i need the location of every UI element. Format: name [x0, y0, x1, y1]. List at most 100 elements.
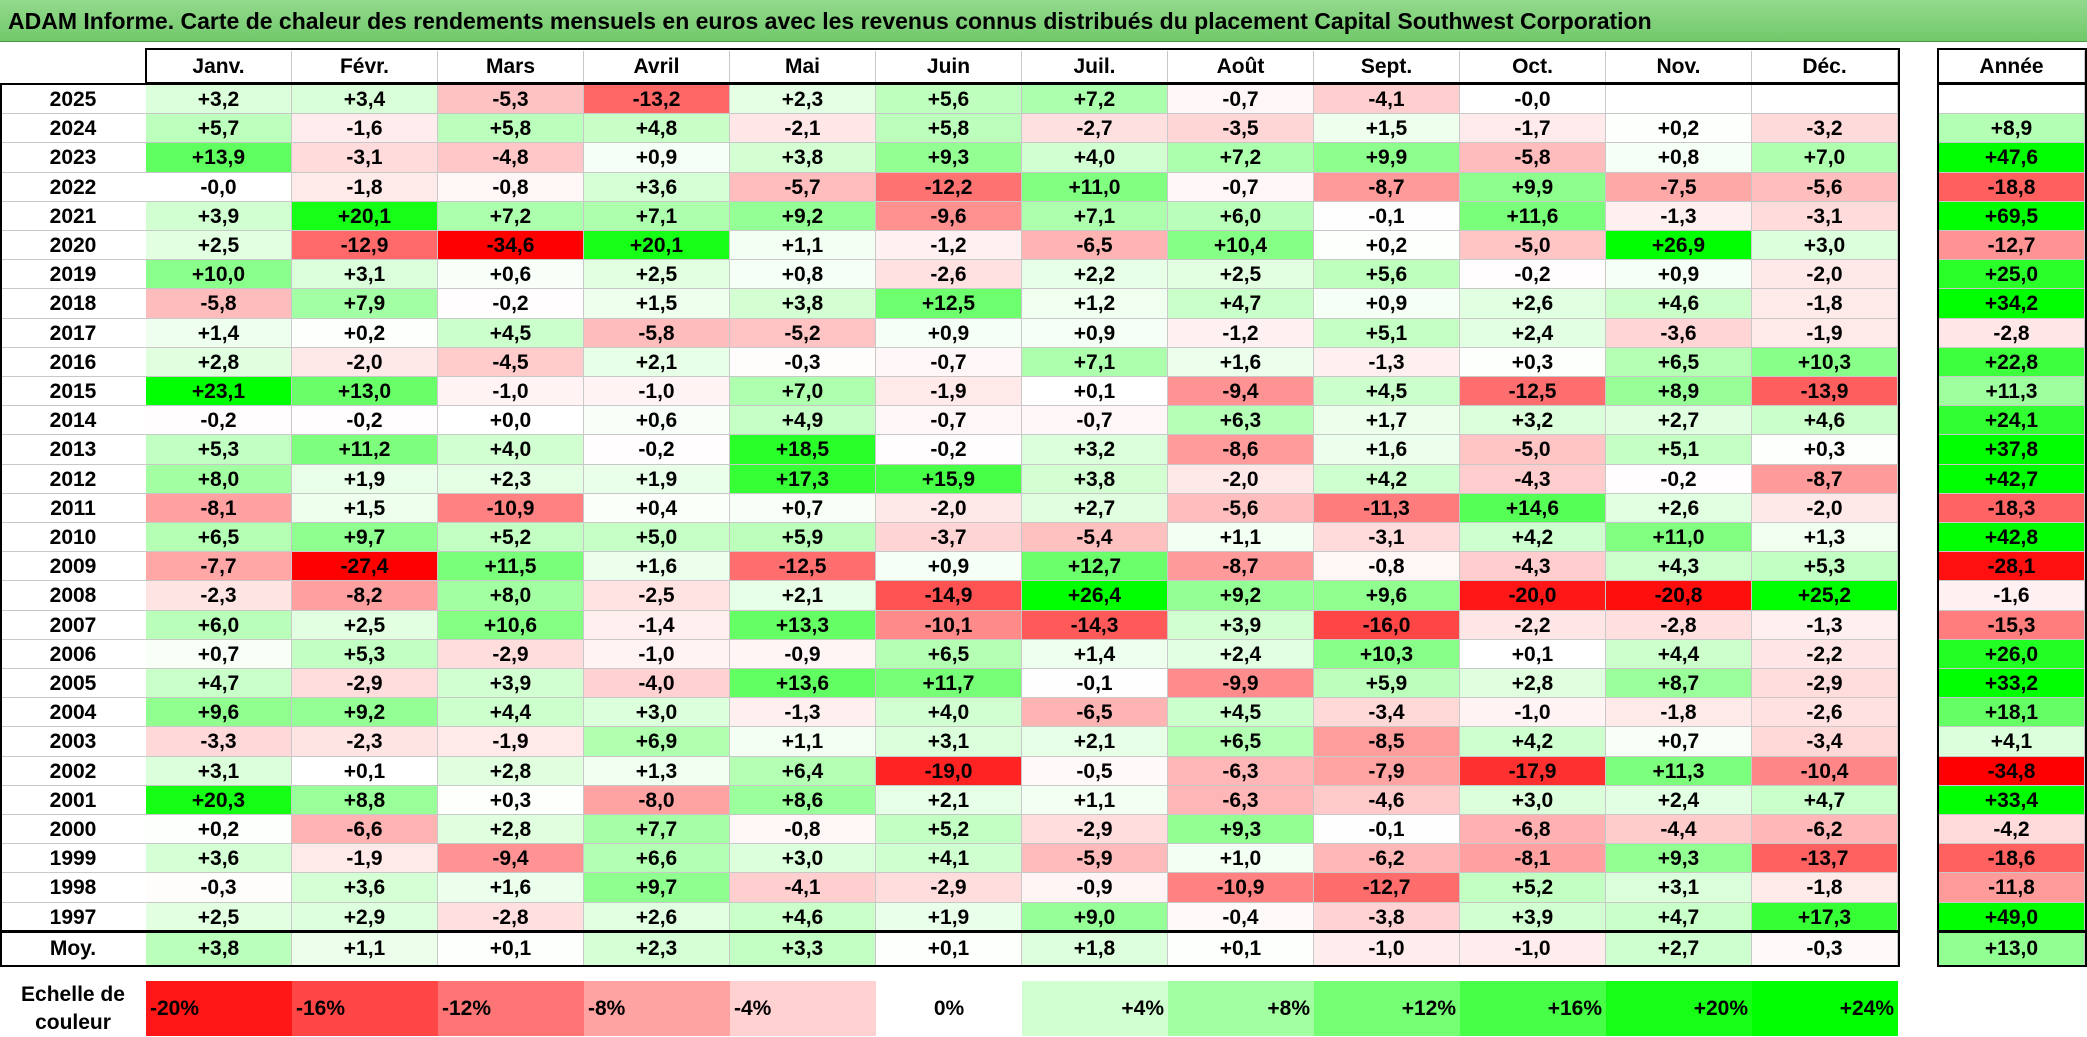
heatmap-cell: +8,6 — [730, 785, 876, 815]
heatmap-cell: -8,0 — [584, 785, 730, 815]
heatmap-cell: -5,6 — [1168, 493, 1314, 523]
column-header: Mai — [730, 51, 876, 83]
heatmap-cell: -1,7 — [1460, 114, 1606, 144]
title-bar: ADAM Informe. Carte de chaleur des rende… — [0, 0, 2087, 42]
heatmap-cell: +17,3 — [1752, 902, 1898, 932]
row-year-label: 2015 — [0, 377, 146, 407]
heatmap-cell: +4,6 — [1606, 289, 1752, 319]
heatmap-cell: +8,9 — [1606, 377, 1752, 407]
heatmap-cell: +0,9 — [1606, 260, 1752, 290]
heatmap-cell: -17,9 — [1460, 756, 1606, 786]
heatmap-cell: -6,2 — [1752, 815, 1898, 845]
row-year-label: 2010 — [0, 523, 146, 553]
heatmap-cell: -1,3 — [730, 698, 876, 728]
heatmap-cell: -0,2 — [1460, 260, 1606, 290]
heatmap-cell: +3,1 — [876, 727, 1022, 757]
heatmap-cell: +0,9 — [876, 552, 1022, 582]
annual-cell: +8,9 — [1939, 114, 2085, 144]
heatmap-cell: -0,4 — [1168, 902, 1314, 932]
page-title: ADAM Informe. Carte de chaleur des rende… — [8, 8, 1652, 34]
heatmap-cell: +1,0 — [1168, 844, 1314, 874]
heatmap-cell: +3,1 — [146, 756, 292, 786]
heatmap-cell: +4,5 — [438, 318, 584, 348]
heatmap-cell: +2,3 — [438, 464, 584, 494]
legend-swatch: +24% — [1752, 981, 1898, 1036]
heatmap-cell: +6,5 — [146, 523, 292, 553]
heatmap-cell: -2,6 — [876, 260, 1022, 290]
heatmap-cell: -0,2 — [876, 435, 1022, 465]
heatmap-cell: -6,3 — [1168, 785, 1314, 815]
heatmap-cell: -1,8 — [1752, 289, 1898, 319]
heatmap-cell: +4,4 — [1606, 639, 1752, 669]
heatmap-cell: -12,7 — [1314, 873, 1460, 903]
heatmap-cell: +1,4 — [146, 318, 292, 348]
heatmap-cell: +0,9 — [1022, 318, 1168, 348]
heatmap-cell: -0,7 — [1168, 172, 1314, 202]
heatmap-cell: -9,4 — [438, 844, 584, 874]
heatmap-cell: +1,6 — [1168, 347, 1314, 377]
heatmap-cell: +2,5 — [146, 231, 292, 261]
heatmap-cell: -2,0 — [1752, 493, 1898, 523]
heatmap-cell: +5,2 — [876, 815, 1022, 845]
heatmap-cell: +7,2 — [438, 201, 584, 231]
heatmap-cell: -6,5 — [1022, 698, 1168, 728]
heatmap-cell: +17,3 — [730, 464, 876, 494]
heatmap-cell: +2,6 — [1606, 493, 1752, 523]
heatmap-cell: +5,9 — [730, 523, 876, 553]
heatmap-cell: +9,6 — [1314, 581, 1460, 611]
heatmap-cell: -9,4 — [1168, 377, 1314, 407]
heatmap-cell: -4,3 — [1460, 552, 1606, 582]
heatmap-cell: +20,1 — [292, 201, 438, 231]
heatmap-cell: +6,5 — [1168, 727, 1314, 757]
heatmap-cell: +9,7 — [292, 523, 438, 553]
heatmap-cell: -2,0 — [292, 347, 438, 377]
heatmap-cell: -1,0 — [1460, 698, 1606, 728]
heatmap-cell: +2,4 — [1606, 785, 1752, 815]
heatmap-cell: -1,8 — [292, 172, 438, 202]
heatmap-cell: -0,5 — [1022, 756, 1168, 786]
heatmap-cell: +3,9 — [1168, 610, 1314, 640]
row-year-label: 2007 — [0, 610, 146, 640]
heatmap-cell: +5,8 — [876, 114, 1022, 144]
heatmap-cell: +0,9 — [876, 318, 1022, 348]
heatmap-cell: -5,6 — [1752, 172, 1898, 202]
heatmap-cell: +0,1 — [1022, 377, 1168, 407]
heatmap-cell: +11,0 — [1022, 172, 1168, 202]
heatmap-cell: +4,3 — [1606, 552, 1752, 582]
heatmap-cell: -3,8 — [1314, 902, 1460, 932]
heatmap-cell: +4,2 — [1314, 464, 1460, 494]
heatmap-cell: +3,1 — [1606, 873, 1752, 903]
average-cell: +3,3 — [730, 932, 876, 966]
heatmap-cell: -1,0 — [438, 377, 584, 407]
heatmap-cell: +2,8 — [146, 347, 292, 377]
heatmap-cell: -0,0 — [1460, 85, 1606, 115]
row-year-label: 1998 — [0, 873, 146, 903]
heatmap-cell: +4,0 — [876, 698, 1022, 728]
annual-cell: +18,1 — [1939, 698, 2085, 728]
heatmap-cell: -12,5 — [730, 552, 876, 582]
heatmap-cell: +4,0 — [1022, 143, 1168, 173]
heatmap-cell: -11,3 — [1314, 493, 1460, 523]
row-year-label: 2017 — [0, 318, 146, 348]
heatmap-cell: -3,1 — [292, 143, 438, 173]
heatmap-cell: +3,0 — [1460, 785, 1606, 815]
heatmap-cell: -3,1 — [1314, 523, 1460, 553]
average-cell: +3,8 — [146, 932, 292, 966]
heatmap-cell: +2,8 — [438, 815, 584, 845]
heatmap-cell: -3,6 — [1606, 318, 1752, 348]
legend-swatch: -12% — [438, 981, 584, 1036]
heatmap-cell: -2,2 — [1752, 639, 1898, 669]
row-year-label: 2025 — [0, 85, 146, 115]
heatmap-cell: +9,2 — [730, 201, 876, 231]
legend-swatch: 0% — [876, 981, 1022, 1036]
annual-cell: +33,2 — [1939, 669, 2085, 699]
row-year-label: 2006 — [0, 639, 146, 669]
annual-cell — [1939, 85, 2085, 115]
heatmap-cell: -0,9 — [1022, 873, 1168, 903]
heatmap-cell: -2,8 — [438, 902, 584, 932]
heatmap-cell: +2,1 — [730, 581, 876, 611]
heatmap-cell: +10,4 — [1168, 231, 1314, 261]
annual-cell: +22,8 — [1939, 347, 2085, 377]
heatmap-cell: +11,2 — [292, 435, 438, 465]
heatmap-cell: +5,3 — [292, 639, 438, 669]
